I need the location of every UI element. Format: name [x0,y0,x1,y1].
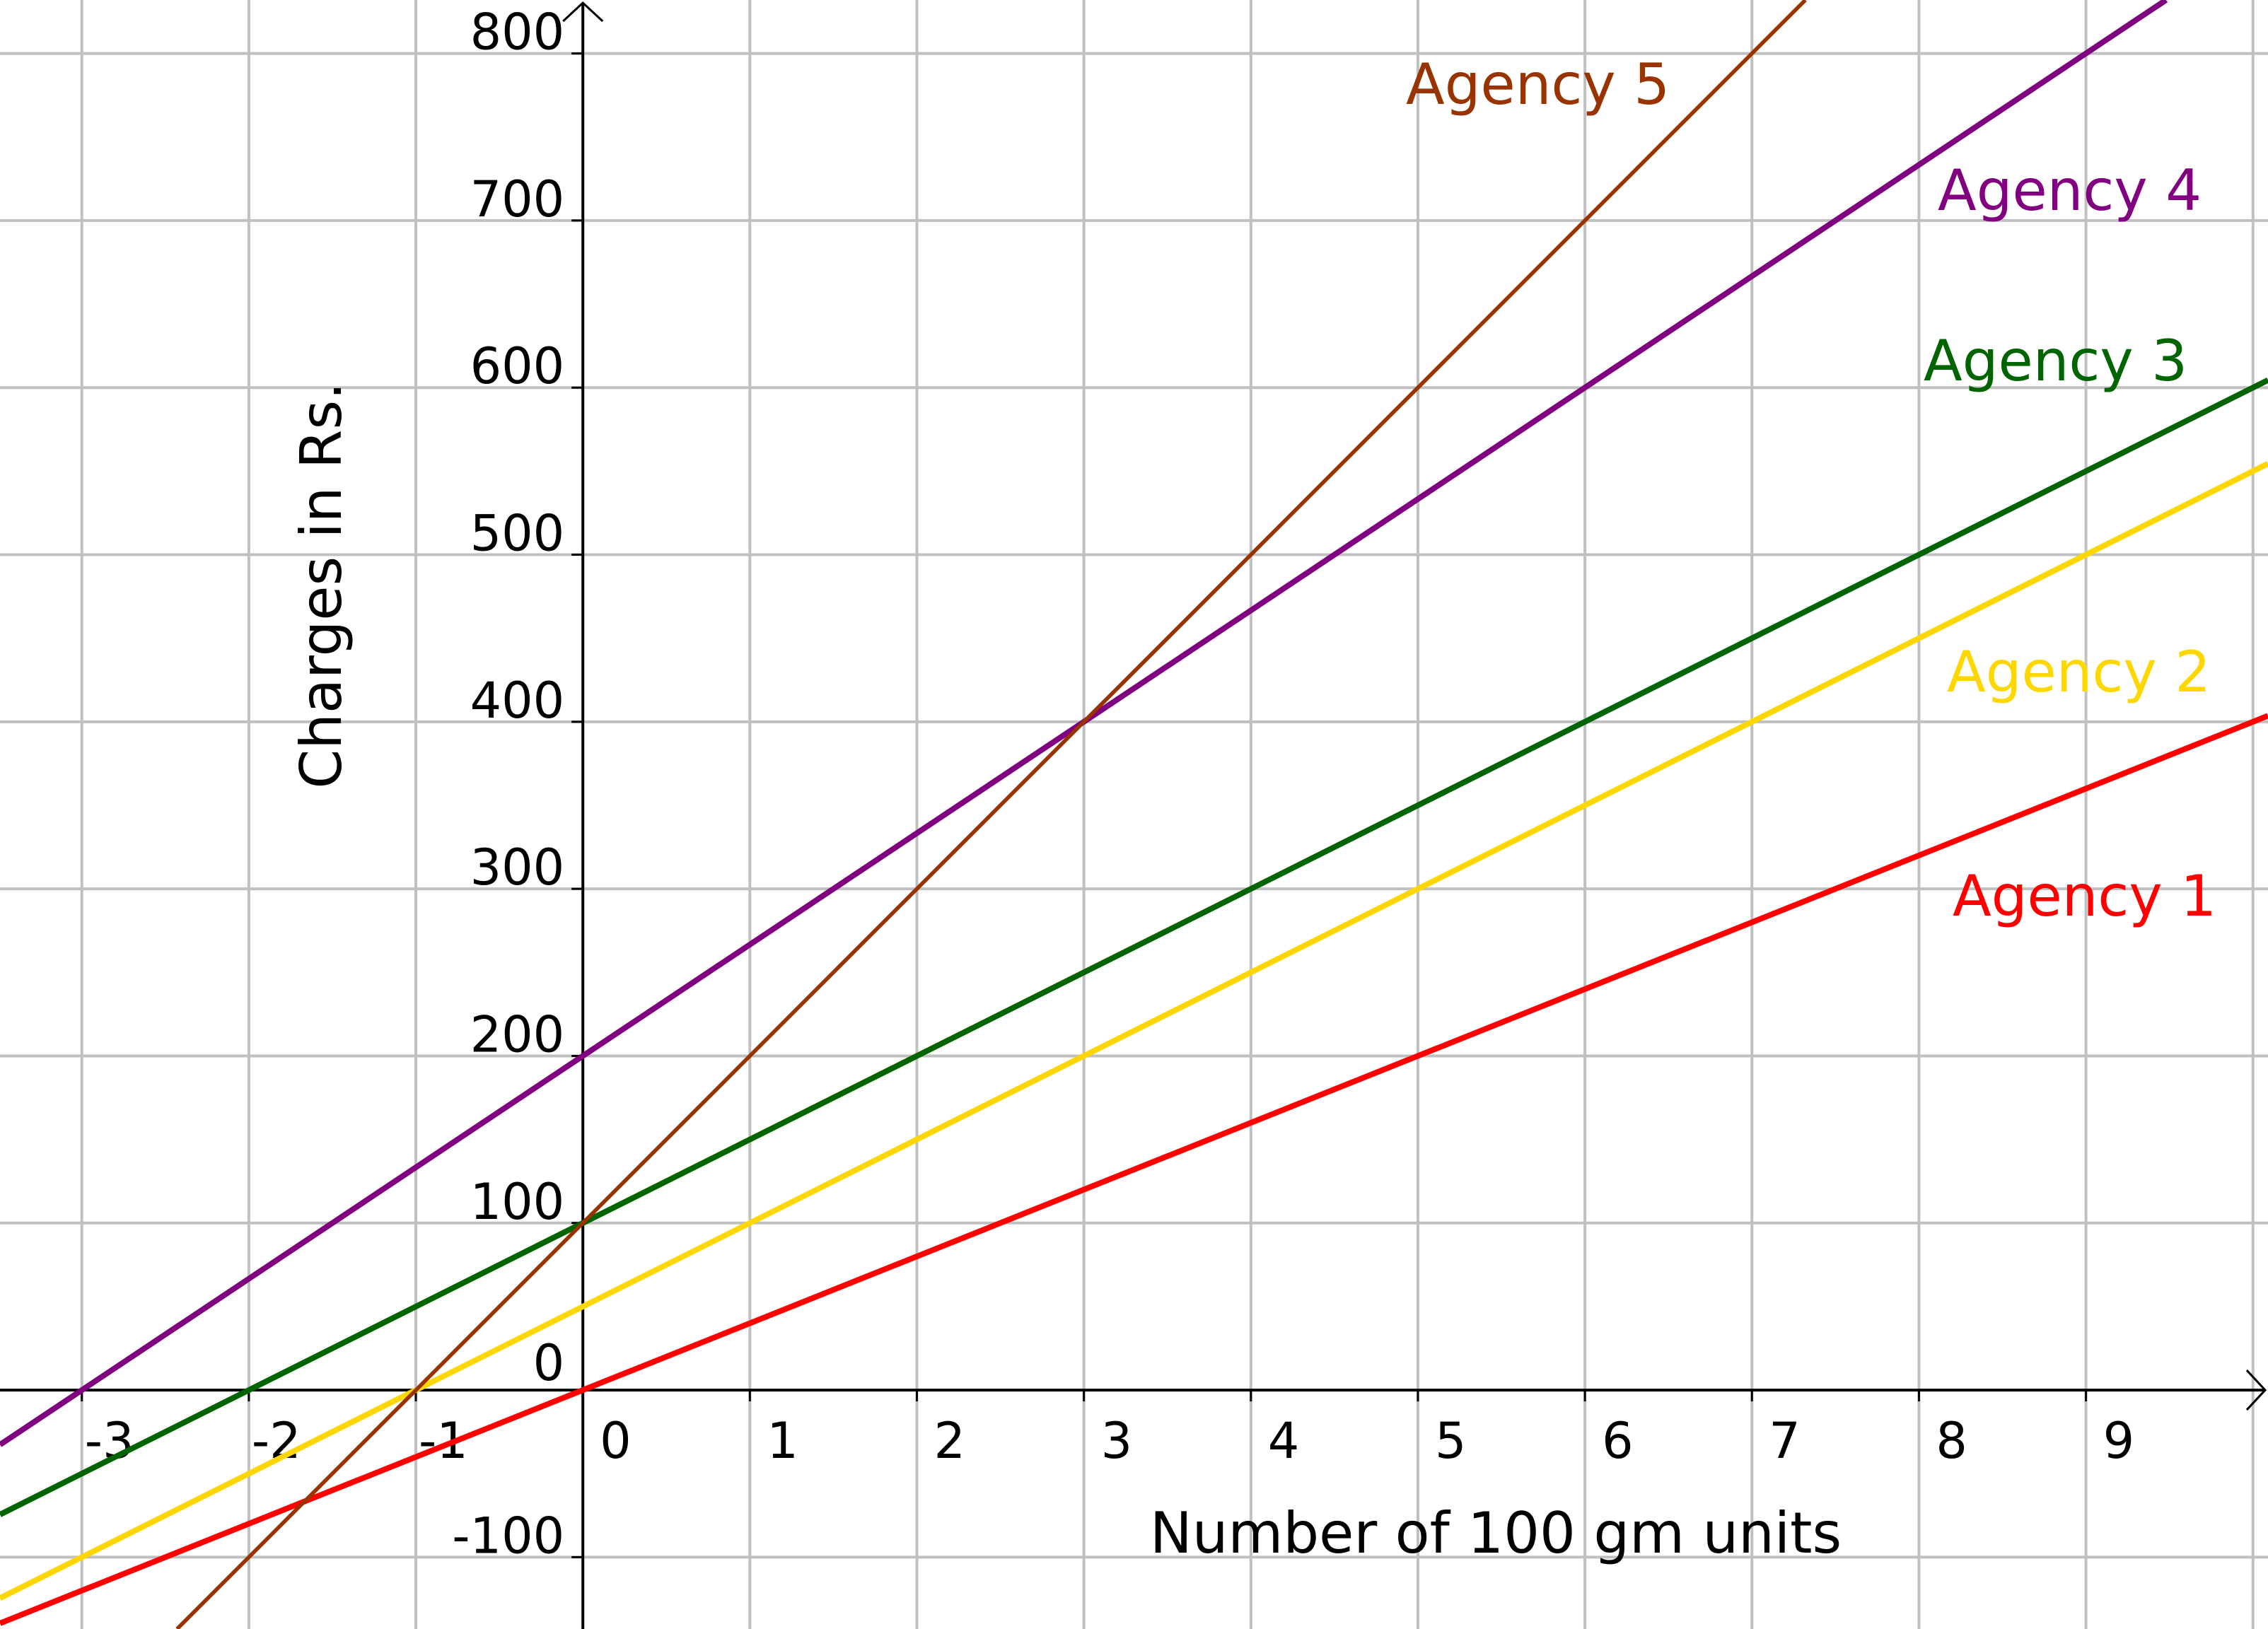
x-tick-label: 4 [1268,1412,1300,1470]
x-tick-label: 0 [600,1412,632,1470]
y-tick-label: 400 [470,672,565,730]
series-line-agency-1 [0,713,2268,1626]
tick-labels: -3 -2 -1 0 1 2 3 4 5 6 7 8 9-10001002003004005006007… [85,4,2134,1565]
y-tick-label: 300 [470,839,565,897]
series-label-agency-1: Agency 1 [1953,863,2216,929]
y-tick-label: -100 [452,1507,564,1565]
x-axis-label: Number of 100 gm units [1150,1500,1842,1566]
series-line-agency-3 [0,378,2268,1517]
y-tick-label: 0 [533,1334,565,1392]
y-axis-arrow-icon [562,1,604,23]
series-label-agency-5: Agency 5 [1406,52,1670,117]
series-line-agency-2 [0,461,2268,1601]
x-axis-arrow-icon [2245,1370,2267,1411]
x-tick-label: 2 [934,1412,965,1470]
series-label-agency-3: Agency 3 [1924,328,2187,394]
x-tick-label: 7 [1769,1412,1801,1470]
series-line-agency-5 [175,0,1807,1629]
x-tick-label: 1 [767,1412,798,1470]
x-tick-label: 8 [1936,1412,1967,1470]
y-tick-label: 800 [470,4,565,62]
y-tick-label: 600 [470,337,565,395]
series-labels: Agency 1 Agency 2 Agency 3 Agency 4 Agency 5 [1406,52,2216,929]
y-tick-label: 700 [470,170,565,228]
series-label-agency-4: Agency 4 [1938,158,2202,223]
y-tick-label: 500 [470,505,565,563]
series-label-agency-2: Agency 2 [1947,639,2211,705]
x-tick-label: 5 [1435,1412,1467,1470]
x-tick-label: 9 [2103,1412,2135,1470]
x-tick-label: 3 [1101,1412,1133,1470]
y-tick-label: 100 [470,1173,565,1231]
y-axis-label: Charges in Rs. [289,382,354,788]
y-tick-label: 200 [470,1005,565,1063]
x-tick-label: 6 [1602,1412,1634,1470]
